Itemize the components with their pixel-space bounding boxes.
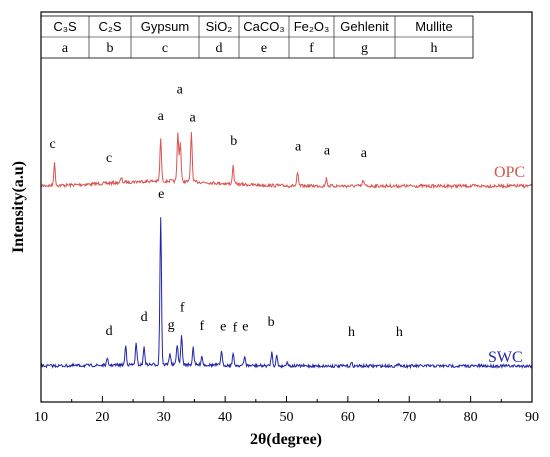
peak-label-swc-9: b [268,315,275,330]
x-tick-label-20: 20 [95,410,109,425]
peak-label-swc-11: h [396,325,403,340]
peak-label-swc-4: f [180,300,185,315]
peak-label-swc-1: d [141,310,148,325]
series-line-swc [40,217,532,370]
legend-phase-1: C₂S [98,19,121,34]
peak-label-swc-10: h [348,325,355,340]
legend-code-3: d [216,41,223,56]
x-tick-label-80: 80 [464,410,478,425]
x-tick-label-60: 60 [341,410,355,425]
peak-label-swc-7: f [233,320,238,335]
x-tick-label-10: 10 [34,410,48,425]
legend-code-6: g [361,41,368,56]
x-tick-label-30: 30 [157,410,171,425]
x-tick-label-50: 50 [280,410,294,425]
peak-label-opc-7: a [324,144,331,159]
peak-label-opc-5: b [230,134,237,149]
peak-label-opc-4: a [189,110,196,125]
series-line-opc [40,132,533,190]
series-layer: OPC SWC [40,132,533,370]
legend-code-1: b [107,41,114,56]
x-tick-label-70: 70 [402,410,416,425]
series-label-swc: SWC [488,349,523,366]
peak-label-opc-2: a [158,109,165,124]
x-axis: 10 20 30 40 50 60 70 80 90 [34,396,539,425]
peak-label-opc-0: c [50,137,56,152]
series-label-opc: OPC [494,164,525,181]
legend-phase-7: Mullite [415,19,453,34]
peak-label-opc-1: c [106,151,112,166]
legend-phase-4: CaCO₃ [243,19,284,34]
peak-label-swc-5: f [199,319,204,334]
peak-label-swc-8: e [242,320,248,335]
legend-phase-6: Gehlenit [340,19,389,34]
legend-code-5: f [309,41,314,56]
legend-code-0: a [62,41,69,56]
peak-label-swc-6: e [220,320,226,335]
peak-label-swc-2: e [158,187,164,202]
legend-code-2: c [162,41,168,56]
legend-phase-3: SiO₂ [206,19,233,34]
y-axis-title: Intensity(a.u) [10,161,27,253]
peak-label-opc-6: a [295,140,302,155]
legend-phase-5: Fe₂O₃ [294,19,330,34]
x-axis-title: 2θ(degree) [250,431,322,448]
peak-label-swc-0: d [106,324,113,339]
x-tick-label-40: 40 [218,410,232,425]
legend-table: C₃S a C₂S b Gypsum c SiO₂ d CaCO₃ e Fe₂O₃ f Gehlenit… [40,15,474,59]
legend-code-4: e [261,41,267,56]
x-tick-label-90: 90 [525,410,539,425]
legend-phase-0: C₃S [53,19,77,34]
peak-label-swc-3: g [168,318,175,333]
peak-label-opc-8: a [361,146,368,161]
legend-code-7: h [431,41,438,56]
legend-phase-2: Gypsum [141,19,189,34]
peak-label-opc-3: a [177,82,184,97]
